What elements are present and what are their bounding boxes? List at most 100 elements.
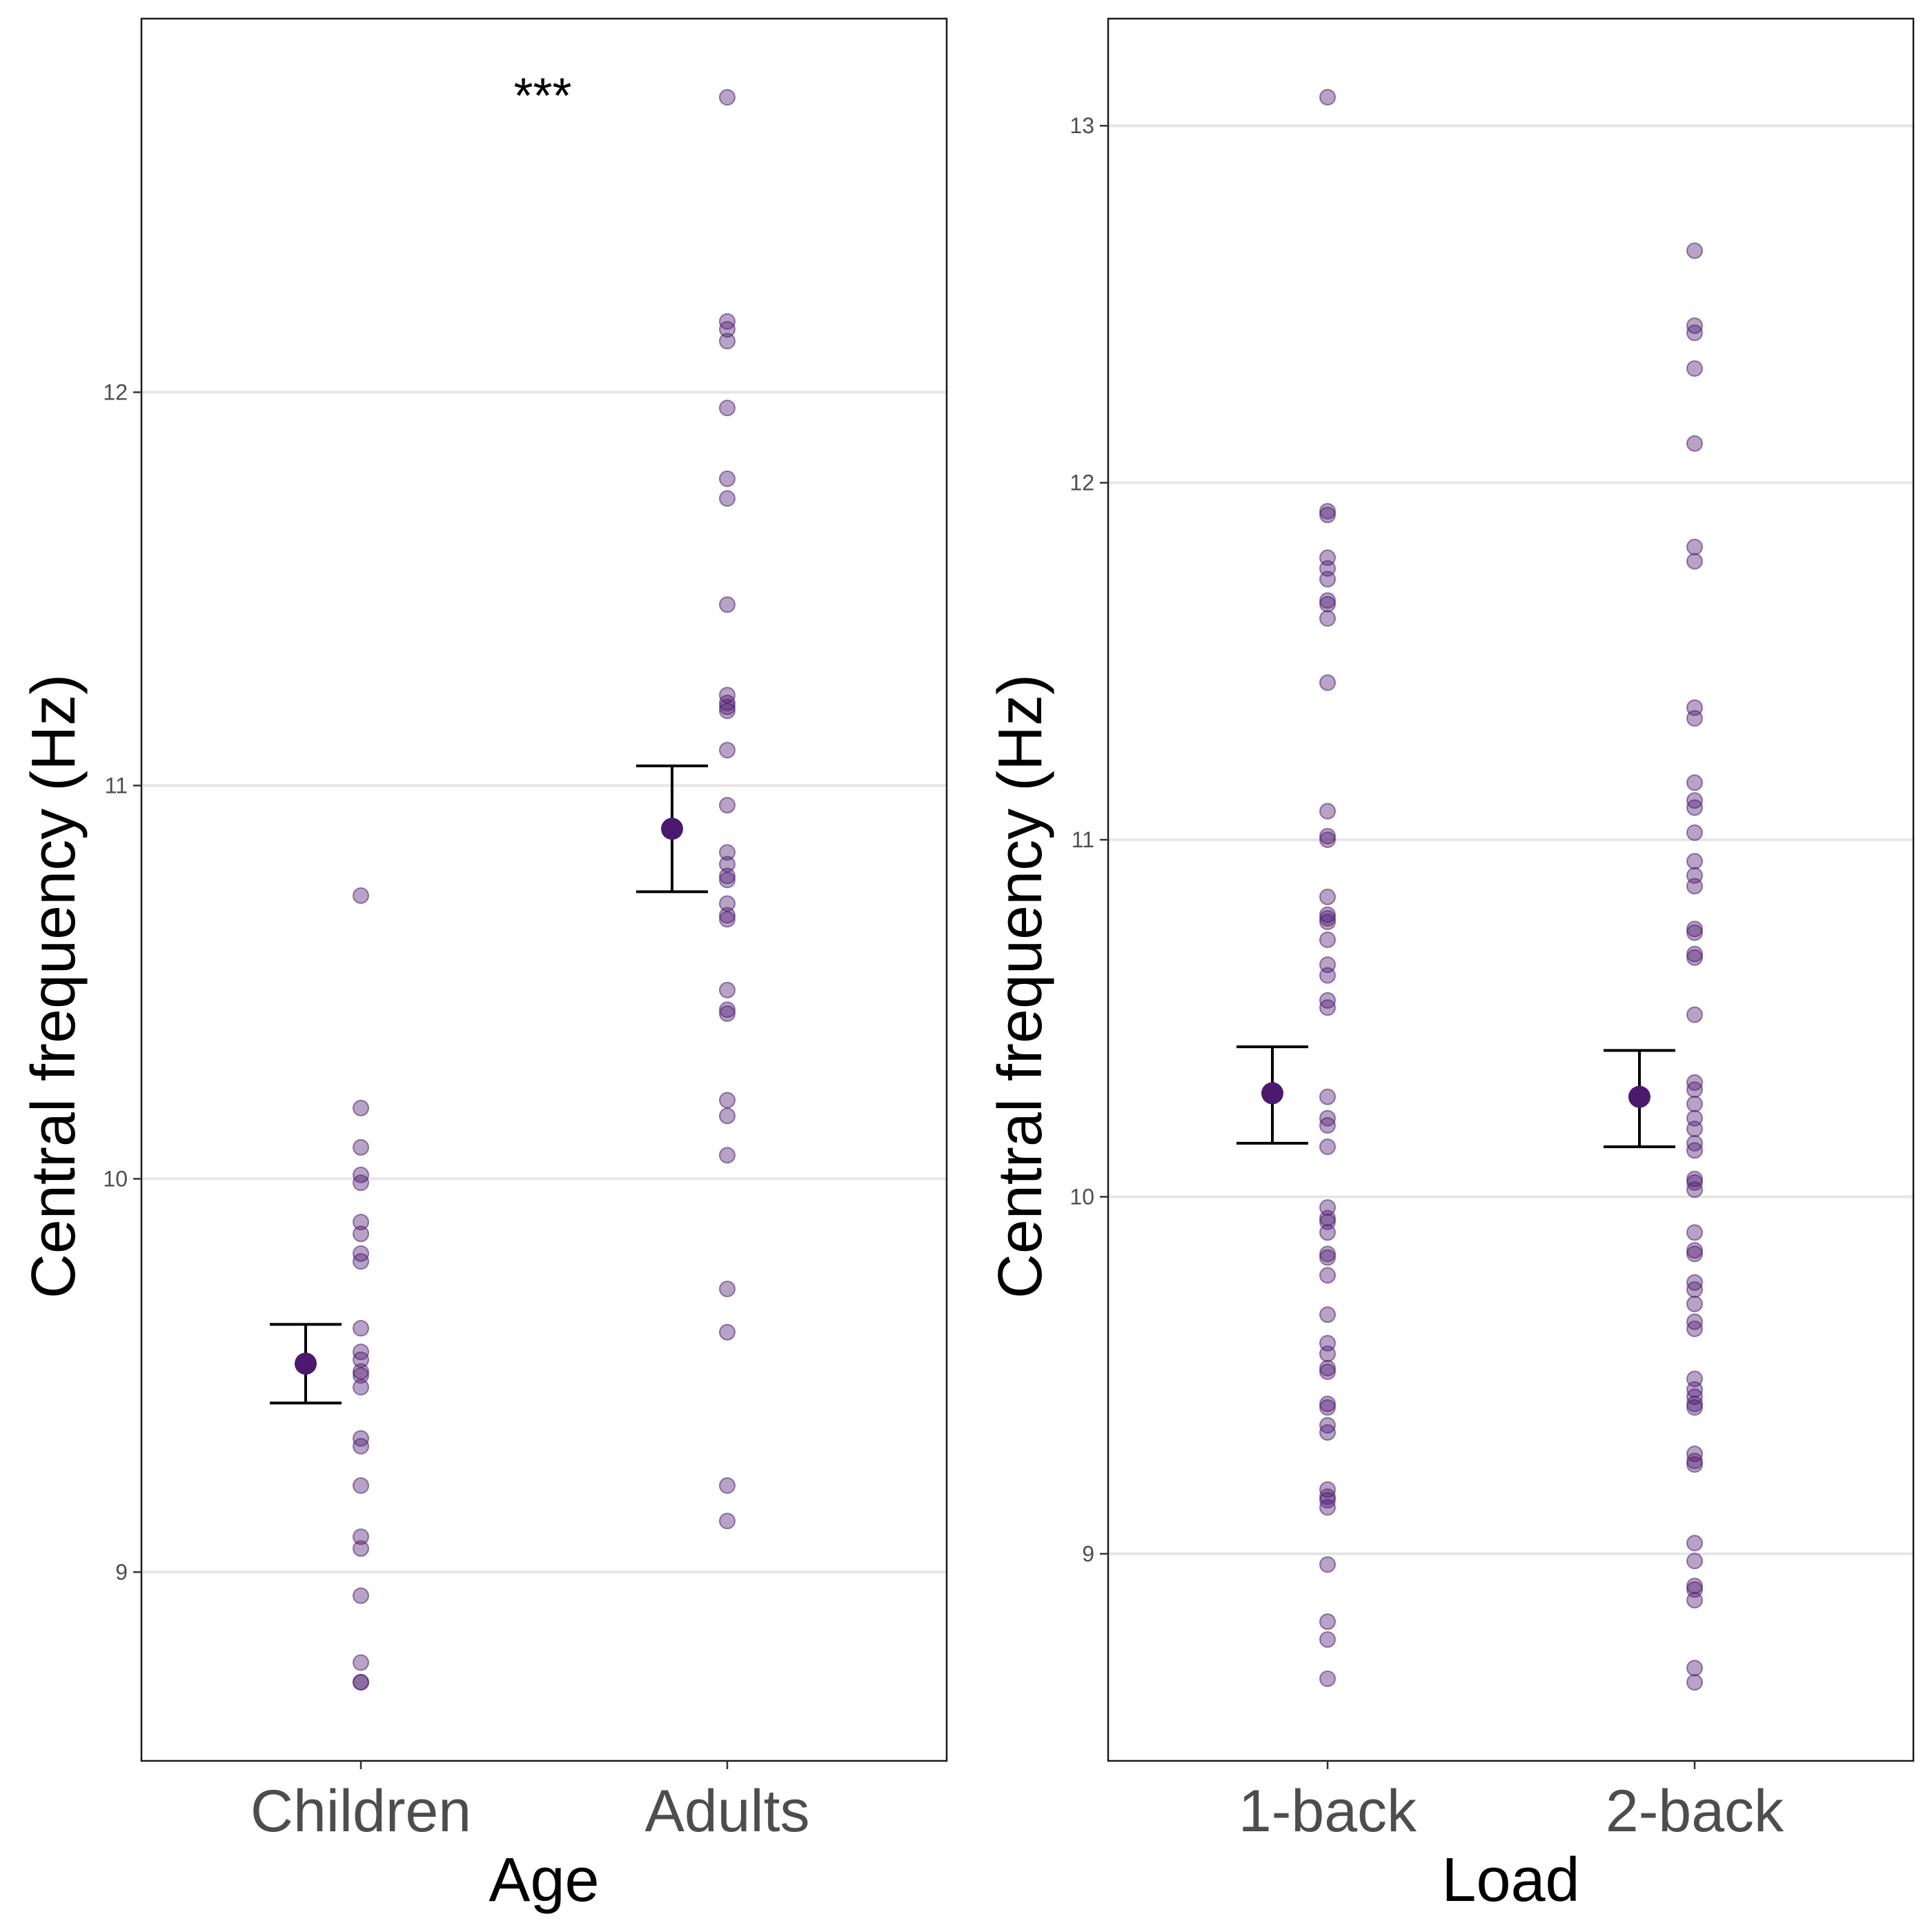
data-point bbox=[719, 867, 736, 885]
panel-load: 9 10 11 12 13 1-back 2-back Load Central freq… bbox=[986, 17, 1915, 1915]
mean-point bbox=[295, 1352, 317, 1375]
data-point bbox=[719, 1147, 736, 1164]
data-point bbox=[353, 1587, 369, 1604]
data-point bbox=[1686, 1181, 1703, 1199]
y-tick-label: 13 bbox=[1070, 113, 1094, 138]
data-point bbox=[1686, 824, 1703, 841]
data-point bbox=[1319, 674, 1336, 691]
data-point bbox=[1319, 1346, 1336, 1363]
y-tick-label: 12 bbox=[1070, 471, 1094, 495]
x-tick-label: 1-back bbox=[1239, 1778, 1417, 1844]
data-point bbox=[719, 596, 736, 613]
data-point bbox=[353, 1253, 369, 1270]
data-point bbox=[1686, 1242, 1703, 1259]
data-point bbox=[1686, 920, 1703, 938]
data-point bbox=[1319, 1399, 1336, 1416]
data-point bbox=[1319, 610, 1336, 627]
data-point bbox=[1686, 1320, 1703, 1337]
data-points bbox=[1319, 88, 1703, 1691]
data-point bbox=[1319, 931, 1336, 948]
data-point bbox=[1319, 1245, 1336, 1263]
y-tick-label: 10 bbox=[103, 1166, 128, 1191]
significance-annotation: *** bbox=[513, 68, 571, 124]
data-point bbox=[719, 1512, 736, 1530]
y-tick-label: 10 bbox=[1070, 1184, 1094, 1209]
data-point bbox=[1319, 1363, 1336, 1381]
data-point bbox=[719, 796, 736, 814]
data-point bbox=[1319, 1088, 1336, 1105]
data-point bbox=[719, 490, 736, 507]
data-point bbox=[1686, 1456, 1703, 1473]
data-point bbox=[1319, 1613, 1336, 1630]
data-point bbox=[1319, 1631, 1336, 1648]
data-point bbox=[1686, 1552, 1703, 1570]
data-point bbox=[1319, 888, 1336, 905]
y-tick-label: 12 bbox=[103, 379, 128, 404]
data-point bbox=[1686, 1295, 1703, 1312]
data-point bbox=[353, 1225, 369, 1243]
data-point bbox=[1319, 999, 1336, 1016]
data-point bbox=[719, 1107, 736, 1125]
data-point bbox=[1319, 503, 1336, 520]
data-point bbox=[719, 400, 736, 417]
mean-with-error-bar bbox=[1604, 1049, 1675, 1149]
data-point bbox=[1319, 1395, 1336, 1412]
data-point bbox=[1686, 853, 1703, 870]
mean-with-error-bar bbox=[1236, 1045, 1308, 1145]
data-point bbox=[1319, 1423, 1336, 1441]
x-axis: 1-back 2-back bbox=[1239, 1761, 1784, 1844]
data-point bbox=[1686, 1535, 1703, 1552]
data-point bbox=[1686, 924, 1703, 941]
mean-markers bbox=[270, 764, 708, 1405]
data-point bbox=[1686, 1674, 1703, 1691]
data-point bbox=[719, 88, 736, 106]
data-point bbox=[1319, 967, 1336, 984]
data-point bbox=[353, 1528, 369, 1546]
x-axis-title: Load bbox=[1441, 1846, 1579, 1915]
data-point bbox=[353, 887, 369, 905]
data-point bbox=[1319, 506, 1336, 524]
data-point bbox=[719, 981, 736, 998]
data-point bbox=[719, 911, 736, 928]
data-point bbox=[1686, 1452, 1703, 1470]
data-point bbox=[1319, 1670, 1336, 1687]
data-point bbox=[1686, 1281, 1703, 1299]
data-point bbox=[719, 1005, 736, 1023]
data-point bbox=[1319, 1249, 1336, 1266]
data-point bbox=[353, 1674, 369, 1691]
data-point bbox=[1319, 1224, 1336, 1241]
data-point bbox=[1319, 571, 1336, 588]
data-points bbox=[353, 88, 736, 1691]
data-point bbox=[719, 907, 736, 924]
grid-lines bbox=[1108, 124, 1913, 1555]
data-point bbox=[353, 1379, 369, 1396]
y-tick-label: 9 bbox=[115, 1559, 128, 1584]
data-point bbox=[1686, 1592, 1703, 1609]
data-point bbox=[1686, 435, 1703, 452]
data-point bbox=[1319, 1359, 1336, 1377]
data-point bbox=[1686, 538, 1703, 555]
data-point bbox=[353, 1320, 369, 1337]
mean-with-error-bar bbox=[270, 1323, 342, 1405]
data-point bbox=[1319, 1306, 1336, 1323]
data-point bbox=[1319, 1499, 1336, 1516]
data-point bbox=[719, 1323, 736, 1341]
data-point bbox=[719, 321, 736, 338]
y-tick-label: 11 bbox=[1072, 827, 1094, 852]
data-point bbox=[1686, 1006, 1703, 1023]
data-point bbox=[353, 1540, 369, 1557]
data-point bbox=[1686, 1095, 1703, 1112]
data-point bbox=[1319, 1556, 1336, 1573]
data-point bbox=[1319, 1138, 1336, 1156]
data-point bbox=[353, 1438, 369, 1455]
data-point bbox=[1686, 1081, 1703, 1098]
data-point bbox=[1686, 878, 1703, 895]
data-point bbox=[719, 1092, 736, 1109]
y-axis-title: Central frequency (Hz) bbox=[19, 674, 88, 1299]
data-point bbox=[1319, 592, 1336, 609]
data-point bbox=[719, 1281, 736, 1298]
data-point bbox=[719, 871, 736, 889]
data-point bbox=[1686, 1245, 1703, 1263]
data-point bbox=[1686, 553, 1703, 570]
